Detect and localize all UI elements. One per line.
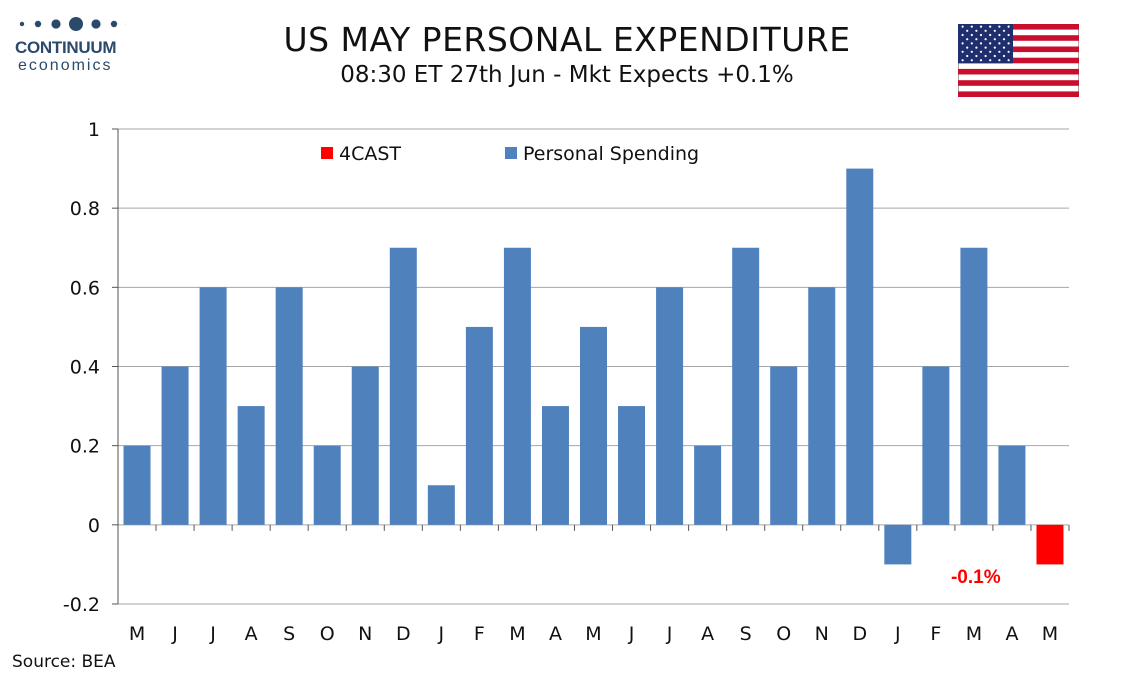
spending-bar bbox=[541, 406, 569, 525]
x-tick-label: A bbox=[245, 623, 258, 645]
x-tick-label: S bbox=[740, 623, 752, 645]
x-tick-label: M bbox=[509, 623, 525, 645]
forecast-data-label: -0.1% bbox=[951, 567, 1001, 588]
x-tick-label: J bbox=[438, 623, 445, 645]
x-tick-label: J bbox=[666, 623, 673, 645]
y-tick-label: 0.2 bbox=[70, 436, 100, 458]
spending-bar bbox=[465, 326, 493, 525]
x-tick-label: J bbox=[628, 623, 635, 645]
spending-bar bbox=[694, 445, 722, 525]
spending-bar bbox=[580, 326, 607, 525]
x-tick-label: A bbox=[701, 623, 714, 645]
logo: CONTINUUM economics bbox=[12, 14, 137, 84]
spending-bar bbox=[656, 287, 684, 525]
source-note: Source: BEA bbox=[12, 652, 116, 672]
spending-bar bbox=[389, 247, 417, 525]
x-tick-label: M bbox=[966, 623, 982, 645]
spending-bar bbox=[884, 524, 912, 565]
chart-title: US MAY PERSONAL EXPENDITURE bbox=[283, 20, 851, 59]
x-tick-label: O bbox=[320, 623, 335, 645]
spending-bar bbox=[313, 445, 341, 525]
y-tick-label: -0.2 bbox=[63, 594, 100, 616]
spending-bar bbox=[732, 247, 760, 525]
spending-bar bbox=[846, 168, 874, 525]
spending-bar bbox=[770, 366, 798, 525]
chart-subtitle: 08:30 ET 27th Jun - Mkt Expects +0.1% bbox=[340, 62, 794, 88]
spending-bar bbox=[123, 445, 151, 525]
spending-bar bbox=[351, 366, 379, 525]
x-tick-label: S bbox=[283, 623, 295, 645]
x-tick-label: N bbox=[815, 623, 829, 645]
spending-bar bbox=[275, 287, 303, 525]
spending-bar bbox=[618, 406, 646, 525]
us-flag-icon bbox=[958, 24, 1079, 97]
x-tick-label: F bbox=[930, 623, 941, 645]
y-tick-label: 0 bbox=[88, 515, 100, 537]
x-tick-label: A bbox=[549, 623, 562, 645]
y-tick-label: 0.6 bbox=[70, 277, 100, 299]
spending-bar bbox=[199, 287, 227, 525]
spending-bar bbox=[237, 406, 265, 525]
x-tick-label: N bbox=[358, 623, 372, 645]
x-tick-label: M bbox=[1042, 623, 1058, 645]
x-tick-label: M bbox=[129, 623, 145, 645]
x-tick-label: J bbox=[171, 623, 178, 645]
logo-name: CONTINUUM bbox=[15, 38, 117, 57]
spending-bar bbox=[960, 247, 988, 525]
x-tick-label: J bbox=[209, 623, 216, 645]
x-tick-label: D bbox=[852, 623, 867, 645]
y-tick-label: 1 bbox=[88, 119, 100, 141]
x-tick-label: F bbox=[474, 623, 485, 645]
y-tick-label: 0.4 bbox=[70, 357, 100, 379]
x-tick-label: A bbox=[1005, 623, 1018, 645]
spending-bar bbox=[922, 366, 950, 525]
spending-bar bbox=[808, 287, 836, 525]
legend-swatch-4cast bbox=[321, 147, 333, 159]
logo-sub: economics bbox=[18, 57, 113, 74]
legend-swatch-spending bbox=[505, 147, 517, 159]
spending-bar bbox=[427, 485, 455, 525]
x-tick-label: D bbox=[396, 623, 411, 645]
spending-bar bbox=[161, 366, 189, 525]
x-tick-label: M bbox=[585, 623, 601, 645]
spending-bar bbox=[998, 445, 1026, 525]
logo-dots bbox=[19, 17, 126, 31]
legend-label-4cast: 4CAST bbox=[339, 143, 401, 165]
x-tick-label: O bbox=[776, 623, 791, 645]
spending-bar bbox=[503, 247, 531, 525]
forecast-bar bbox=[1036, 524, 1064, 565]
x-tick-label: J bbox=[894, 623, 901, 645]
y-tick-label: 0.8 bbox=[70, 198, 100, 220]
legend-label-spending: Personal Spending bbox=[523, 143, 699, 165]
